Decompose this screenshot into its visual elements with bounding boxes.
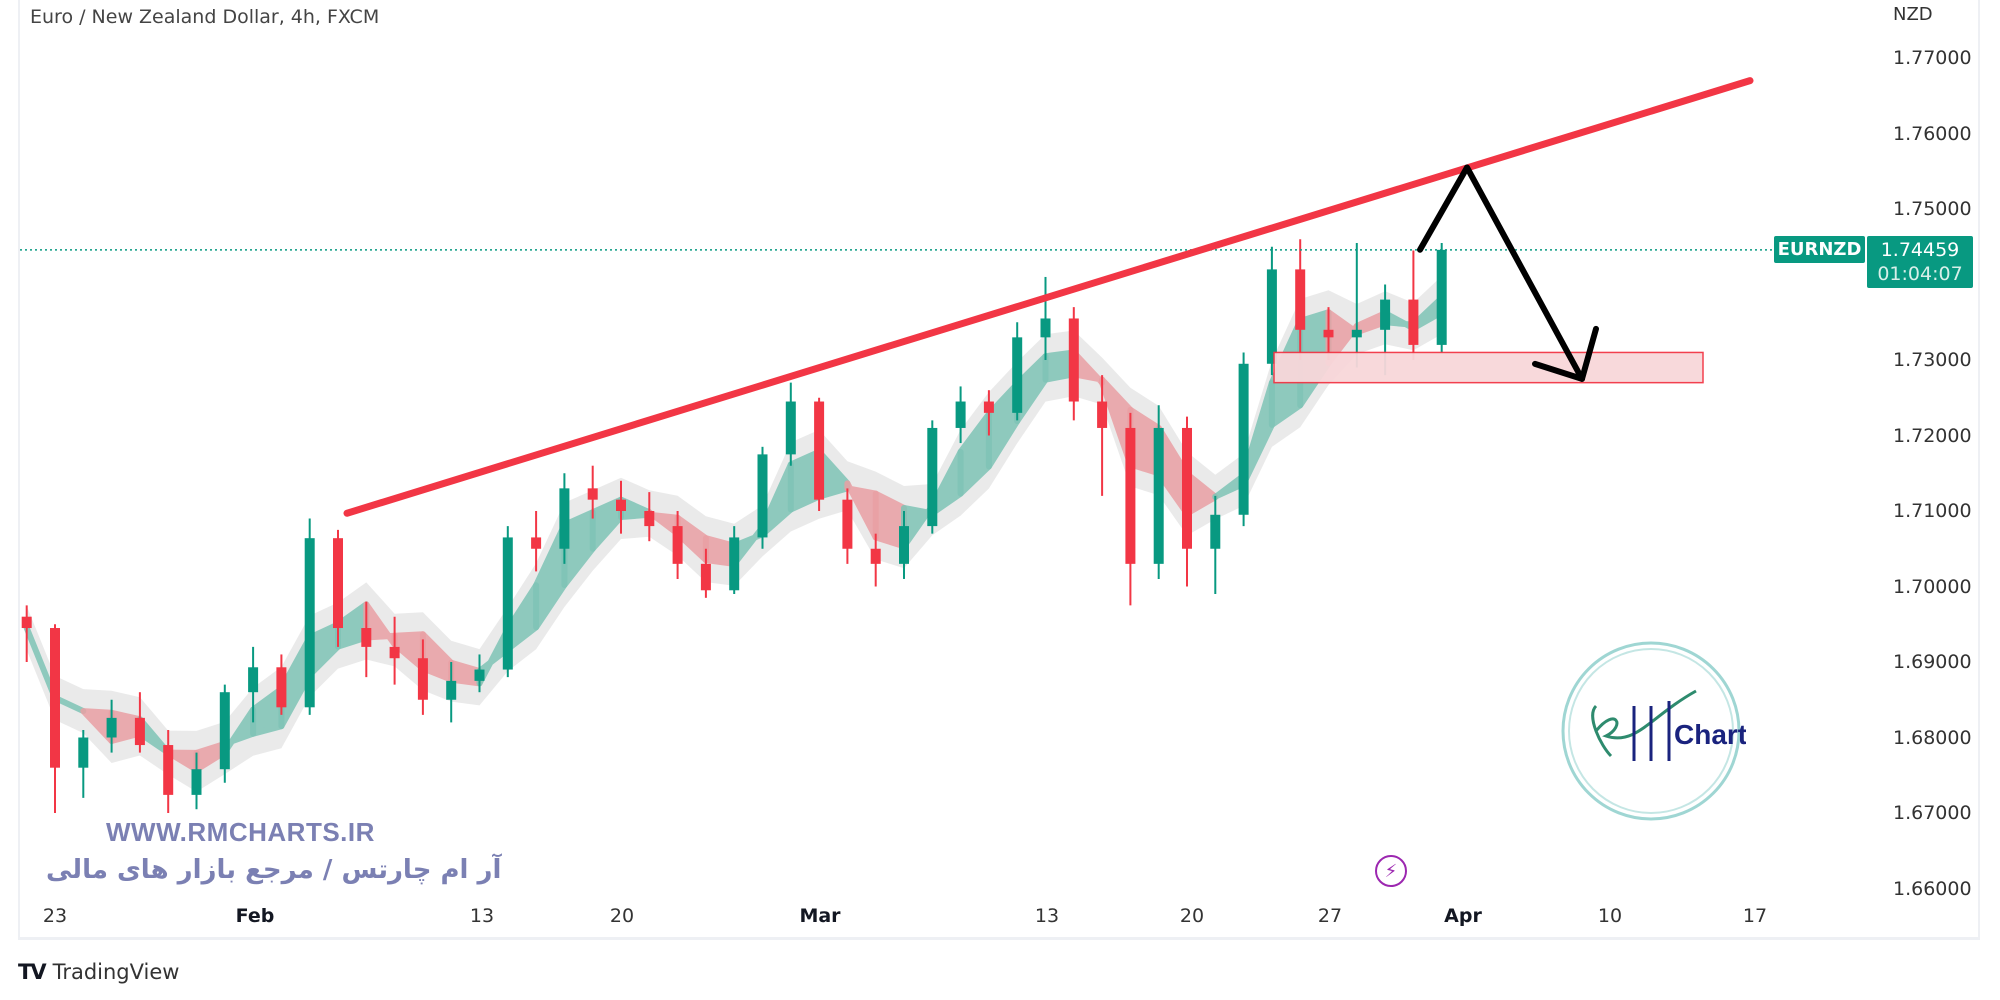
price-axis-label: 1.69000 bbox=[1893, 651, 1972, 673]
price-axis-label: 1.76000 bbox=[1893, 122, 1972, 145]
price-axis-label: 1.67000 bbox=[1893, 802, 1972, 824]
time-axis-label: 17 bbox=[1742, 905, 1768, 927]
time-axis-label: 23 bbox=[42, 905, 68, 927]
time-axis-label: 10 bbox=[1597, 905, 1623, 927]
chart-drawings[interactable] bbox=[20, 77, 1774, 517]
candlestick-series bbox=[21, 239, 1447, 813]
price-axis-label: 1.66000 bbox=[1893, 877, 1972, 900]
price-axis-label: 1.77000 bbox=[1893, 47, 1972, 69]
bar-countdown: 01:04:07 bbox=[1877, 263, 1963, 285]
last-price-tag: 1.74459 01:04:07 bbox=[1867, 236, 1973, 288]
time-axis-label: 20 bbox=[609, 905, 635, 927]
price-axis-currency: NZD bbox=[1893, 4, 1933, 25]
last-price-value: 1.74459 bbox=[1880, 239, 1960, 261]
time-axis-label: 20 bbox=[1179, 905, 1205, 927]
time-axis-label: 13 bbox=[469, 905, 495, 927]
projection-arrow[interactable] bbox=[1417, 164, 1585, 382]
price-axis-label: 1.73000 bbox=[1893, 349, 1972, 371]
price-axis-label: 1.70000 bbox=[1893, 575, 1972, 598]
tradingview-footer[interactable]: TV TradingView bbox=[18, 960, 179, 984]
time-axis-label: Apr bbox=[1444, 905, 1482, 927]
price-axis-label: 1.71000 bbox=[1893, 500, 1972, 522]
chart-frame bbox=[18, 0, 1980, 940]
symbol-tag: EURNZD bbox=[1774, 236, 1865, 263]
time-axis-label: Feb bbox=[235, 905, 275, 927]
price-axis-label: 1.68000 bbox=[1893, 726, 1972, 749]
watermark-url: WWW.RMCHARTS.IR bbox=[106, 817, 375, 847]
chart-title: Euro / New Zealand Dollar, 4h, FXCM bbox=[30, 6, 380, 28]
economic-event-icon[interactable]: ⚡ bbox=[1375, 855, 1407, 887]
support-zone-rectangle[interactable] bbox=[1273, 351, 1704, 384]
time-axis-label: 13 bbox=[1034, 905, 1060, 927]
price-axis-label: 1.72000 bbox=[1893, 424, 1972, 447]
arrow-head-icon bbox=[1532, 325, 1599, 382]
tradingview-logo-icon: TV bbox=[18, 960, 47, 984]
resistance-trendline[interactable] bbox=[343, 77, 1754, 517]
price-axis-label: 1.75000 bbox=[1893, 198, 1972, 220]
time-axis-label: 27 bbox=[1317, 905, 1343, 927]
rmcharts-logo: Charts bbox=[1561, 641, 1746, 821]
tradingview-brand: TradingView bbox=[52, 960, 180, 984]
watermark-tagline: آر ام چارتس / مرجع بازار های مالی bbox=[46, 855, 502, 885]
time-axis-label: Mar bbox=[799, 905, 841, 927]
svg-text:Charts: Charts bbox=[1674, 719, 1746, 750]
